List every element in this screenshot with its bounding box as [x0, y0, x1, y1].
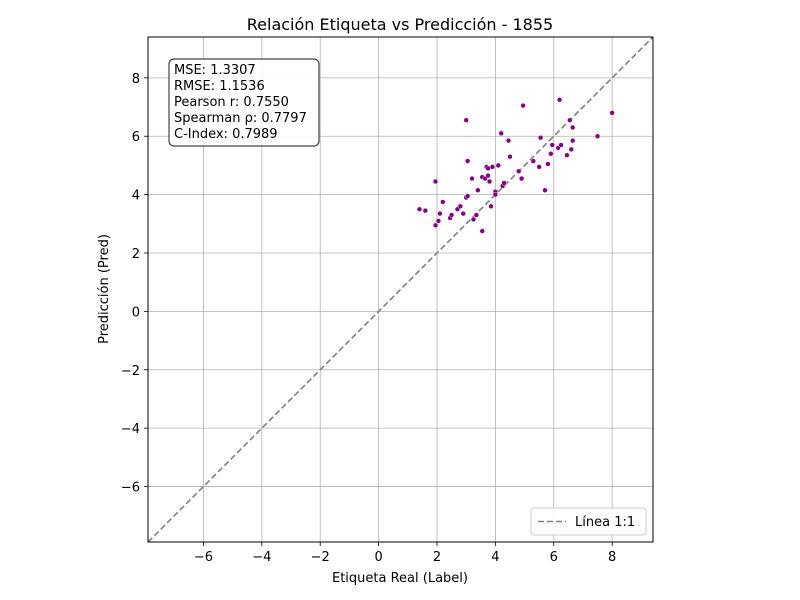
scatter-point [475, 187, 481, 193]
scatter-point [549, 142, 555, 148]
stats-rmse: RMSE: 1.1536 [174, 79, 265, 94]
legend-label: Línea 1:1 [575, 515, 635, 530]
scatter-point [498, 130, 504, 136]
scatter-point [463, 117, 469, 123]
y-tick-label: 4 [132, 189, 140, 204]
x-tick-label: 6 [550, 550, 558, 565]
y-tick-label: 8 [132, 72, 140, 87]
scatter-point [538, 135, 544, 141]
scatter-point [530, 158, 536, 164]
stats-box: MSE: 1.3307 RMSE: 1.1536 Pearson r: 0.75… [168, 58, 320, 147]
scatter-point [520, 102, 526, 109]
plot-frame [147, 36, 654, 543]
scatter-point [486, 178, 493, 185]
stats-cindex: C-Index: 0.7989 [174, 127, 278, 142]
scatter-point [507, 154, 513, 160]
stats-mse: MSE: 1.3307 [174, 63, 256, 78]
y-tick-label: −4 [121, 422, 140, 437]
scatter-point [594, 133, 601, 139]
y-tick-label: 2 [132, 247, 140, 262]
scatter-point [488, 203, 494, 209]
scatter-point [489, 164, 496, 170]
scatter-point [457, 203, 463, 209]
scatter-point [545, 161, 551, 167]
grid [148, 37, 653, 542]
x-tick-label: −6 [194, 550, 213, 565]
scatter-point [501, 180, 507, 186]
scatter-point [448, 212, 455, 218]
scatter-point [469, 175, 475, 182]
data-points [416, 97, 615, 234]
scatter-point [470, 216, 477, 223]
scatter-point [440, 199, 446, 205]
x-tick-label: 8 [608, 550, 616, 565]
stats-spearman: Spearman ρ: 0.7797 [174, 111, 307, 126]
scatter-point [516, 168, 522, 174]
scatter-point [432, 222, 439, 228]
scatter-point [505, 138, 512, 144]
chart-title: Relación Etiqueta vs Predicción - 1855 [247, 15, 553, 34]
scatter-point [570, 138, 576, 144]
stats-pearson: Pearson r: 0.7550 [174, 95, 289, 110]
y-tick-label: −6 [121, 481, 140, 496]
scatter-point [435, 218, 442, 224]
x-tick-label: −4 [252, 550, 271, 565]
scatter-point [485, 165, 491, 171]
scatter-point [519, 175, 525, 182]
x-axis-label: Etiqueta Real (Label) [332, 571, 468, 586]
scatter-point [558, 142, 564, 148]
scatter-point [416, 206, 423, 212]
x-tick-label: 0 [374, 550, 382, 565]
x-tick-label: 4 [491, 550, 499, 565]
scatter-point [567, 117, 573, 123]
scatter-point [473, 212, 479, 218]
scatter-point [492, 192, 498, 198]
scatter-point [460, 211, 466, 217]
legend: Línea 1:1 [530, 507, 647, 536]
scatter-point [432, 178, 439, 185]
scatter-point [465, 158, 471, 164]
scatter-point [479, 228, 485, 234]
y-axis-ticks: −6 −4 −2 0 2 4 6 8 [121, 72, 148, 496]
x-tick-label: −2 [311, 550, 330, 565]
y-tick-label: 0 [132, 305, 140, 320]
scatter-point [564, 152, 570, 158]
scatter-point [609, 110, 615, 116]
y-tick-label: −2 [121, 364, 140, 379]
scatter-point [570, 124, 576, 131]
scatter-point [465, 193, 471, 199]
legend-frame [530, 507, 647, 536]
x-tick-label: 2 [433, 550, 441, 565]
x-axis-ticks: −6 −4 −2 0 2 4 6 8 [194, 542, 616, 565]
scatter-point [437, 211, 443, 217]
scatter-point [536, 164, 542, 170]
scatter-point [485, 173, 491, 179]
y-axis-label: Predicción (Pred) [97, 234, 112, 344]
scatter-point [568, 146, 574, 152]
scatter-point [548, 151, 554, 157]
y-tick-label: 6 [132, 130, 140, 145]
scatter-point [542, 187, 548, 193]
scatter-point [556, 97, 563, 103]
scatter-point [422, 208, 428, 214]
stats-box-frame [168, 58, 320, 147]
scatter-point [495, 162, 501, 169]
